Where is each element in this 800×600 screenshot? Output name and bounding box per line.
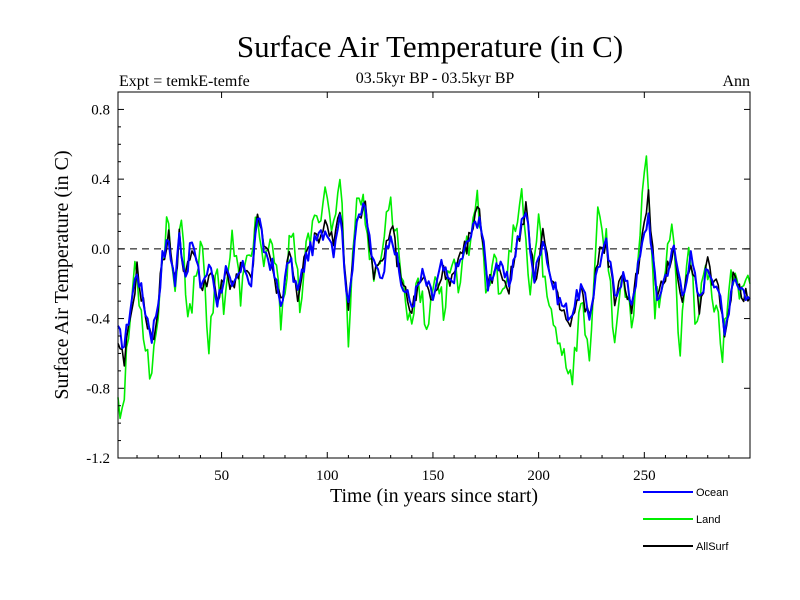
y-tick-label: 0.4: [91, 172, 110, 188]
x-tick-label: 250: [633, 468, 656, 484]
y-tick-label: 0.0: [91, 242, 110, 258]
legend-label-ocean: Ocean: [696, 487, 728, 499]
legend-label-allsurf: AllSurf: [696, 541, 729, 553]
x-tick-label: 150: [422, 468, 445, 484]
y-tick-label: 0.8: [91, 102, 110, 118]
x-tick-label: 50: [214, 468, 229, 484]
chart-subtitle: 03.5kyr BP - 03.5kyr BP: [356, 70, 515, 87]
x-tick-label: 100: [316, 468, 339, 484]
series-line-ocean: [117, 202, 751, 350]
chart-left-label: Expt = temkE-temfe: [119, 73, 250, 90]
legend-label-land: Land: [696, 514, 720, 526]
legend: Ocean Land AllSurf: [643, 487, 729, 553]
y-axis-label: Surface Air Temperature (in C): [51, 150, 73, 399]
chart-right-label: Ann: [722, 73, 750, 90]
y-tick-label: -0.4: [86, 312, 110, 328]
chart-title: Surface Air Temperature (in C): [237, 29, 623, 64]
x-tick-label: 200: [527, 468, 550, 484]
plot-frame: [117, 91, 751, 459]
x-axis-label: Time (in years since start): [330, 485, 538, 507]
series-line-land: [117, 155, 751, 420]
axis-layer: 50 100 150 200 250 -1.2 -0.8 -0.4 0.0 0.4 0.8: [86, 91, 750, 484]
y-tick-label: -1.2: [86, 451, 110, 467]
y-tick-label: -0.8: [86, 381, 110, 397]
series-layer: [117, 155, 751, 420]
